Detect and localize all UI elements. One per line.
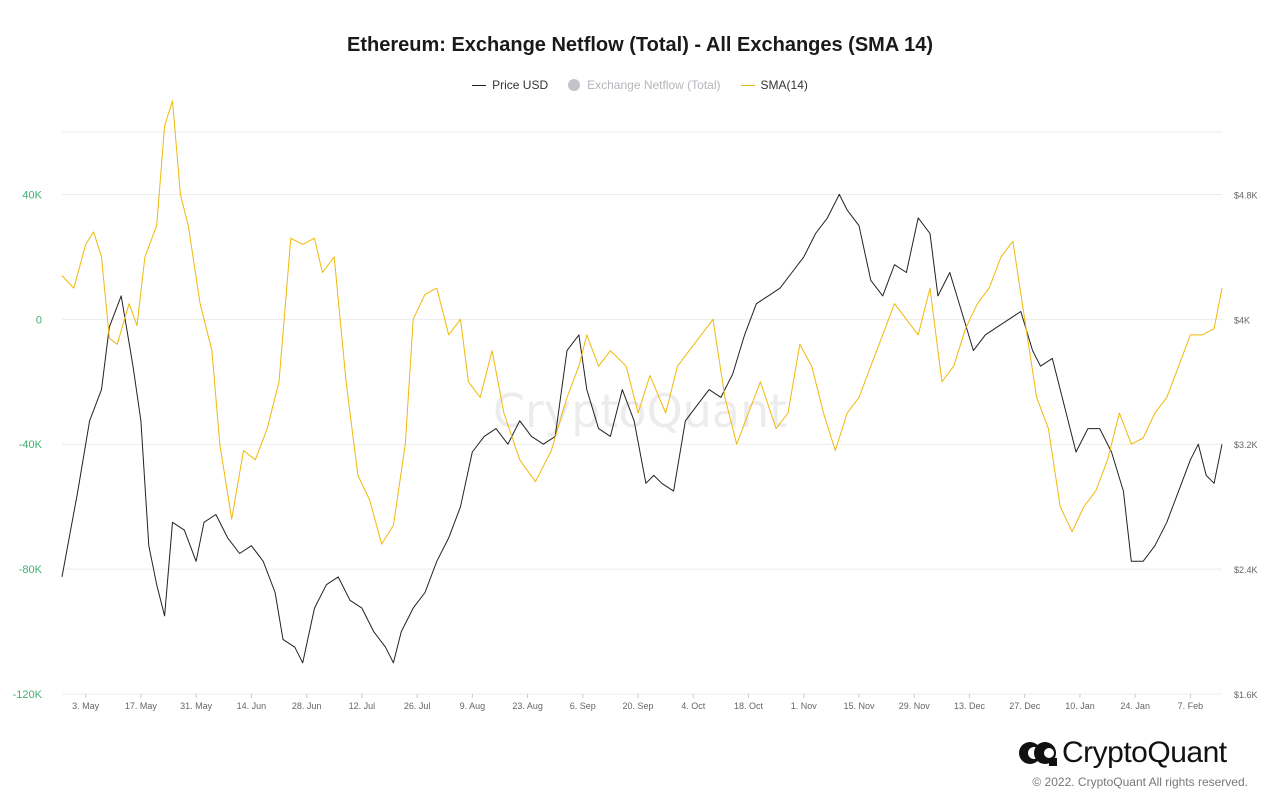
x-tick-label: 4. Oct	[681, 701, 706, 711]
y-left-tick-label: -40K	[19, 439, 43, 451]
x-tick-label: 17. May	[125, 701, 158, 711]
y-right-tick-label: $4.8K	[1234, 190, 1258, 200]
series-line-sma-14	[61, 100, 1223, 545]
legend-item-price[interactable]: Price USD	[472, 78, 548, 92]
x-tick-label: 9. Aug	[460, 701, 486, 711]
x-tick-label: 20. Sep	[623, 701, 654, 711]
x-tick-label: 13. Dec	[954, 701, 986, 711]
y-left-tick-label: -80K	[19, 564, 43, 576]
legend-item-sma[interactable]: SMA(14)	[740, 78, 808, 92]
x-tick-label: 3. May	[72, 701, 100, 711]
legend-item-netflow[interactable]: Exchange Netflow (Total)	[568, 78, 721, 92]
x-axis: 3. May 17. May 31. May 14. Jun 28. Jun 12. Ju…	[72, 694, 1203, 711]
y-axis-left: 40K 0 -40K -80K -120K	[13, 189, 43, 701]
x-tick-label: 14. Jun	[237, 701, 267, 711]
legend-line-icon	[740, 84, 755, 86]
x-tick-label: 31. May	[180, 701, 213, 711]
legend: Price USD Exchange Netflow (Total) SMA(1…	[0, 78, 1280, 92]
y-left-tick-label: -120K	[13, 689, 43, 701]
x-tick-label: 28. Jun	[292, 701, 322, 711]
brand-logo: CryptoQuant	[1018, 736, 1227, 770]
x-tick-label: 24. Jan	[1120, 701, 1150, 711]
y-right-tick-label: $1.6K	[1234, 690, 1258, 700]
legend-line-icon	[472, 84, 487, 86]
x-tick-label: 26. Jul	[404, 701, 431, 711]
y-left-tick-label: 40K	[22, 189, 42, 201]
series-line-price-usd	[61, 193, 1223, 664]
legend-label-netflow: Exchange Netflow (Total)	[587, 78, 721, 92]
y-axis-right: $4.8K $4K $3.2K $2.4K $1.6K	[1234, 190, 1258, 700]
series-group	[61, 100, 1223, 664]
legend-circle-icon	[568, 79, 581, 91]
x-tick-label: 23. Aug	[512, 701, 543, 711]
x-tick-label: 1. Nov	[791, 701, 818, 711]
y-left-tick-label: 0	[36, 314, 42, 326]
y-right-tick-label: $2.4K	[1234, 565, 1258, 575]
cryptoquant-logo-icon	[1019, 742, 1057, 766]
grid-lines	[62, 131, 1222, 695]
x-tick-label: 18. Oct	[734, 701, 764, 711]
x-tick-label: 15. Nov	[843, 701, 875, 711]
copyright-text: © 2022. CryptoQuant All rights reserved.	[1032, 775, 1248, 789]
chart-plot-area: CryptoQuant 40K 0 -40K -80K -120K $4.8K $4K $3…	[13, 100, 1258, 711]
x-tick-label: 27. Dec	[1009, 701, 1041, 711]
x-tick-label: 29. Nov	[899, 701, 931, 711]
y-right-tick-label: $3.2K	[1234, 440, 1258, 450]
legend-label-sma: SMA(14)	[760, 78, 808, 92]
legend-label-price: Price USD	[492, 78, 549, 92]
x-tick-label: 12. Jul	[349, 701, 376, 711]
x-tick-label: 6. Sep	[570, 701, 596, 711]
x-tick-label: 10. Jan	[1065, 701, 1095, 711]
y-right-tick-label: $4K	[1234, 315, 1250, 325]
chart-title: Ethereum: Exchange Netflow (Total) - All…	[346, 34, 933, 56]
x-tick-label: 7. Feb	[1178, 701, 1204, 711]
brand-name: CryptoQuant	[1062, 736, 1227, 769]
watermark-text: CryptoQuant	[493, 384, 787, 438]
